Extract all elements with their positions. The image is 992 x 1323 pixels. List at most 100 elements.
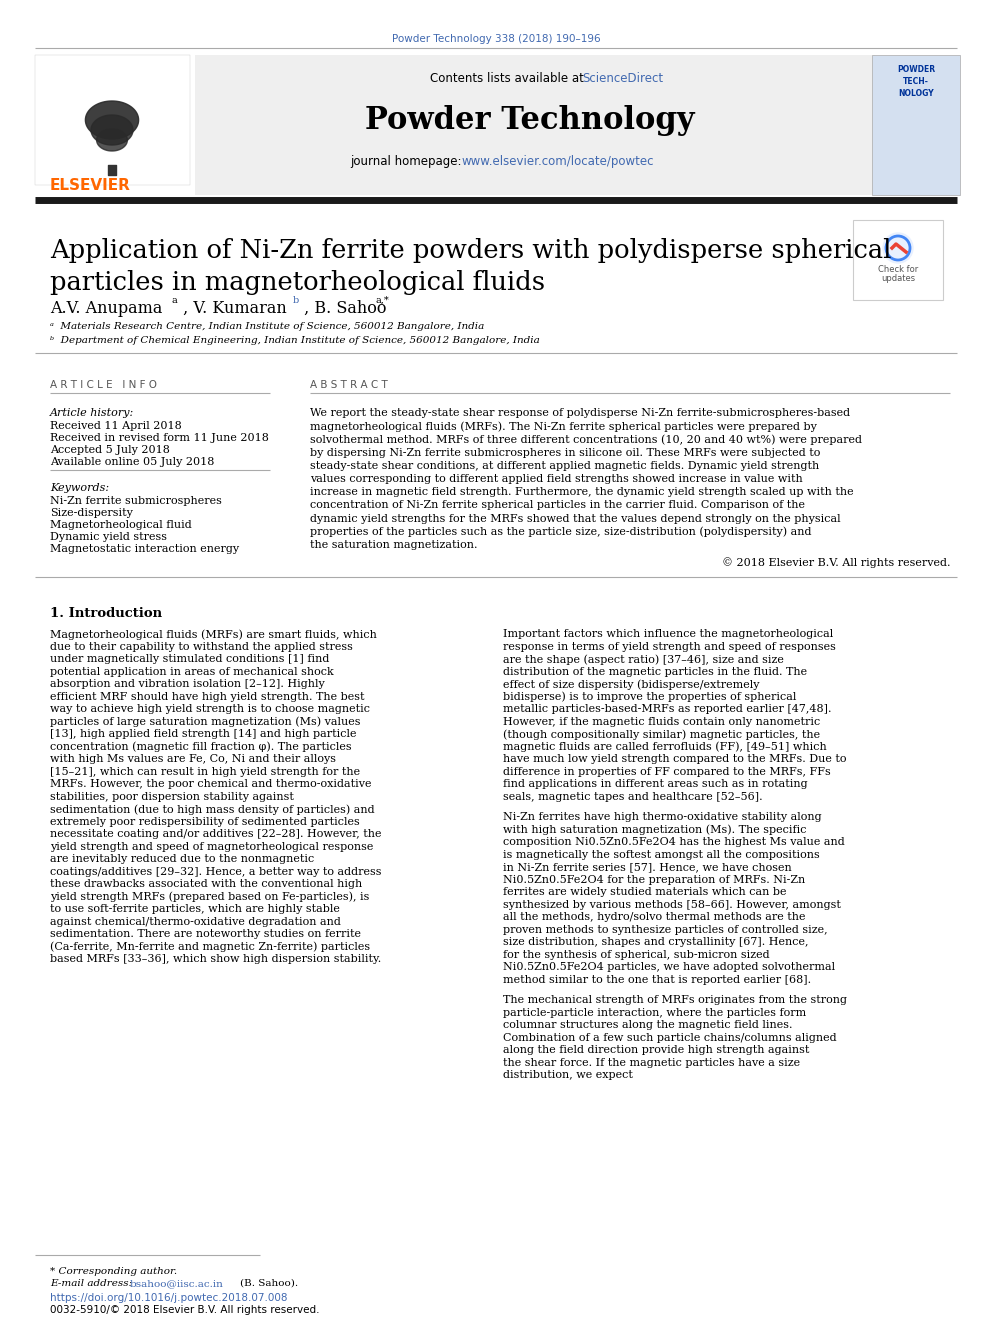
Bar — [35, 56, 190, 185]
Text: Ni-Zn ferrite submicrospheres: Ni-Zn ferrite submicrospheres — [50, 496, 222, 505]
Text: Powder Technology: Powder Technology — [365, 105, 694, 136]
Text: ᵃ  Materials Research Centre, Indian Institute of Science, 560012 Bangalore, Ind: ᵃ Materials Research Centre, Indian Inst… — [50, 321, 484, 331]
Text: distribution of the magnetic particles in the fluid. The: distribution of the magnetic particles i… — [503, 667, 807, 676]
Text: increase in magnetic field strength. Furthermore, the dynamic yield strength sca: increase in magnetic field strength. Fur… — [310, 487, 854, 497]
Polygon shape — [85, 101, 139, 139]
Text: synthesized by various methods [58–66]. However, amongst: synthesized by various methods [58–66]. … — [503, 900, 841, 910]
Text: seals, magnetic tapes and healthcare [52–56].: seals, magnetic tapes and healthcare [52… — [503, 791, 763, 802]
Text: difference in properties of FF compared to the MRFs, FFs: difference in properties of FF compared … — [503, 767, 830, 777]
Text: concentration (magnetic fill fraction φ). The particles: concentration (magnetic fill fraction φ)… — [50, 742, 351, 753]
Text: Magnetorheological fluid: Magnetorheological fluid — [50, 520, 191, 531]
Text: due to their capability to withstand the applied stress: due to their capability to withstand the… — [50, 642, 353, 652]
Text: response in terms of yield strength and speed of responses: response in terms of yield strength and … — [503, 642, 836, 652]
Text: updates: updates — [881, 274, 915, 283]
Text: Magnetostatic interaction energy: Magnetostatic interaction energy — [50, 544, 239, 554]
Text: necessitate coating and/or additives [22–28]. However, the: necessitate coating and/or additives [22… — [50, 830, 382, 839]
Text: [15–21], which can result in high yield strength for the: [15–21], which can result in high yield … — [50, 767, 360, 777]
Text: particles of large saturation magnetization (Ms) values: particles of large saturation magnetizat… — [50, 717, 360, 728]
Text: potential application in areas of mechanical shock: potential application in areas of mechan… — [50, 667, 333, 676]
Text: Received 11 April 2018: Received 11 April 2018 — [50, 421, 182, 431]
Bar — [872, 56, 960, 194]
Text: ELSEVIER: ELSEVIER — [50, 179, 131, 193]
Text: (B. Sahoo).: (B. Sahoo). — [240, 1279, 299, 1289]
Text: proven methods to synthesize particles of controlled size,: proven methods to synthesize particles o… — [503, 925, 827, 935]
Text: stabilities, poor dispersion stability against: stabilities, poor dispersion stability a… — [50, 791, 294, 802]
Text: against chemical/thermo-oxidative degradation and: against chemical/thermo-oxidative degrad… — [50, 917, 341, 926]
Text: all the methods, hydro/solvo thermal methods are the: all the methods, hydro/solvo thermal met… — [503, 912, 806, 922]
Text: © 2018 Elsevier B.V. All rights reserved.: © 2018 Elsevier B.V. All rights reserved… — [721, 557, 950, 568]
Text: Magnetorheological fluids (MRFs) are smart fluids, which: Magnetorheological fluids (MRFs) are sma… — [50, 630, 377, 640]
Text: Ni0.5Zn0.5Fe2O4 particles, we have adopted solvothermal: Ni0.5Zn0.5Fe2O4 particles, we have adopt… — [503, 962, 835, 972]
Text: E-mail address:: E-mail address: — [50, 1279, 135, 1289]
Text: particle-particle interaction, where the particles form: particle-particle interaction, where the… — [503, 1008, 806, 1017]
Text: , B. Sahoo: , B. Sahoo — [299, 300, 387, 318]
Text: dynamic yield strengths for the MRFs showed that the values depend strongly on t: dynamic yield strengths for the MRFs sho… — [310, 513, 840, 524]
Text: the saturation magnetization.: the saturation magnetization. — [310, 540, 477, 550]
Text: Available online 05 July 2018: Available online 05 July 2018 — [50, 456, 214, 467]
Text: Contents lists available at: Contents lists available at — [430, 71, 587, 85]
Text: Keywords:: Keywords: — [50, 483, 109, 493]
Text: find applications in different areas such as in rotating: find applications in different areas suc… — [503, 779, 807, 790]
Text: have much low yield strength compared to the MRFs. Due to: have much low yield strength compared to… — [503, 754, 846, 765]
Text: A R T I C L E   I N F O: A R T I C L E I N F O — [50, 380, 157, 390]
Text: * Corresponding author.: * Corresponding author. — [50, 1267, 178, 1275]
Text: a: a — [172, 296, 178, 306]
Bar — [853, 220, 943, 300]
Text: effect of size dispersity (bidisperse/extremely: effect of size dispersity (bidisperse/ex… — [503, 679, 760, 689]
Circle shape — [883, 233, 913, 263]
Text: these drawbacks associated with the conventional high: these drawbacks associated with the conv… — [50, 880, 362, 889]
Text: is magnetically the softest amongst all the compositions: is magnetically the softest amongst all … — [503, 849, 819, 860]
Text: steady-state shear conditions, at different applied magnetic fields. Dynamic yie: steady-state shear conditions, at differ… — [310, 460, 819, 471]
Text: with high Ms values are Fe, Co, Ni and their alloys: with high Ms values are Fe, Co, Ni and t… — [50, 754, 336, 765]
Text: coatings/additives [29–32]. Hence, a better way to address: coatings/additives [29–32]. Hence, a bet… — [50, 867, 382, 877]
Text: Powder Technology 338 (2018) 190–196: Powder Technology 338 (2018) 190–196 — [392, 34, 600, 44]
Text: https://doi.org/10.1016/j.powtec.2018.07.008: https://doi.org/10.1016/j.powtec.2018.07… — [50, 1293, 288, 1303]
Text: in Ni-Zn ferrite series [57]. Hence, we have chosen: in Ni-Zn ferrite series [57]. Hence, we … — [503, 863, 792, 872]
Text: A B S T R A C T: A B S T R A C T — [310, 380, 388, 390]
Text: Size-dispersity: Size-dispersity — [50, 508, 133, 519]
Text: magnetorheological fluids (MRFs). The Ni-Zn ferrite spherical particles were pre: magnetorheological fluids (MRFs). The Ni… — [310, 421, 816, 431]
Text: The mechanical strength of MRFs originates from the strong: The mechanical strength of MRFs originat… — [503, 995, 847, 1005]
Text: ScienceDirect: ScienceDirect — [582, 71, 663, 85]
Text: by dispersing Ni-Zn ferrite submicrospheres in silicone oil. These MRFs were sub: by dispersing Ni-Zn ferrite submicrosphe… — [310, 447, 820, 458]
Bar — [195, 56, 875, 194]
Text: with high saturation magnetization (Ms). The specific: with high saturation magnetization (Ms).… — [503, 824, 806, 835]
Text: to use soft-ferrite particles, which are highly stable: to use soft-ferrite particles, which are… — [50, 904, 340, 914]
Text: Combination of a few such particle chains/columns aligned: Combination of a few such particle chain… — [503, 1033, 836, 1043]
Text: (Ca-ferrite, Mn-ferrite and magnetic Zn-ferrite) particles: (Ca-ferrite, Mn-ferrite and magnetic Zn-… — [50, 942, 370, 953]
Text: Application of Ni-Zn ferrite powders with polydisperse spherical: Application of Ni-Zn ferrite powders wit… — [50, 238, 892, 263]
Text: 0032-5910/© 2018 Elsevier B.V. All rights reserved.: 0032-5910/© 2018 Elsevier B.V. All right… — [50, 1304, 319, 1315]
Text: distribution, we expect: distribution, we expect — [503, 1070, 633, 1080]
Text: for the synthesis of spherical, sub-micron sized: for the synthesis of spherical, sub-micr… — [503, 950, 770, 959]
Text: Ni-Zn ferrites have high thermo-oxidative stability along: Ni-Zn ferrites have high thermo-oxidativ… — [503, 812, 821, 822]
Text: solvothermal method. MRFs of three different concentrations (10, 20 and 40 wt%) : solvothermal method. MRFs of three diffe… — [310, 434, 862, 445]
Text: method similar to the one that is reported earlier [68].: method similar to the one that is report… — [503, 975, 811, 984]
Text: ferrites are widely studied materials which can be: ferrites are widely studied materials wh… — [503, 888, 787, 897]
Text: particles in magnetorheological fluids: particles in magnetorheological fluids — [50, 270, 546, 295]
Text: are the shape (aspect ratio) [37–46], size and size: are the shape (aspect ratio) [37–46], si… — [503, 654, 784, 664]
Text: size distribution, shapes and crystallinity [67]. Hence,: size distribution, shapes and crystallin… — [503, 937, 808, 947]
Text: 1. Introduction: 1. Introduction — [50, 607, 162, 620]
Text: b: b — [293, 296, 300, 306]
Text: sedimentation. There are noteworthy studies on ferrite: sedimentation. There are noteworthy stud… — [50, 929, 361, 939]
Text: Accepted 5 July 2018: Accepted 5 July 2018 — [50, 445, 170, 455]
Text: www.elsevier.com/locate/powtec: www.elsevier.com/locate/powtec — [462, 155, 655, 168]
Text: concentration of Ni-Zn ferrite spherical particles in the carrier fluid. Compari: concentration of Ni-Zn ferrite spherical… — [310, 500, 805, 511]
Text: yield strength MRFs (prepared based on Fe-particles), is: yield strength MRFs (prepared based on F… — [50, 892, 369, 902]
Text: yield strength and speed of magnetorheological response: yield strength and speed of magnetorheol… — [50, 841, 373, 852]
Text: POWDER
TECH-
NOLOGY: POWDER TECH- NOLOGY — [897, 65, 935, 98]
Polygon shape — [91, 115, 133, 146]
Text: Article history:: Article history: — [50, 407, 134, 418]
Text: Dynamic yield stress: Dynamic yield stress — [50, 532, 167, 542]
Text: efficient MRF should have high yield strength. The best: efficient MRF should have high yield str… — [50, 692, 364, 701]
Text: Check for: Check for — [878, 265, 919, 274]
Text: ᵇ  Department of Chemical Engineering, Indian Institute of Science, 560012 Banga: ᵇ Department of Chemical Engineering, In… — [50, 336, 540, 345]
Text: absorption and vibration isolation [2–12]. Highly: absorption and vibration isolation [2–12… — [50, 679, 324, 689]
Text: bsahoo@iisc.ac.in: bsahoo@iisc.ac.in — [130, 1279, 224, 1289]
Text: We report the steady-state shear response of polydisperse Ni-Zn ferrite-submicro: We report the steady-state shear respons… — [310, 407, 850, 418]
Polygon shape — [96, 130, 127, 151]
Text: based MRFs [33–36], which show high dispersion stability.: based MRFs [33–36], which show high disp… — [50, 954, 381, 964]
Text: values corresponding to different applied field strengths showed increase in val: values corresponding to different applie… — [310, 474, 803, 484]
Text: MRFs. However, the poor chemical and thermo-oxidative: MRFs. However, the poor chemical and the… — [50, 779, 371, 790]
Text: along the field direction provide high strength against: along the field direction provide high s… — [503, 1045, 809, 1056]
